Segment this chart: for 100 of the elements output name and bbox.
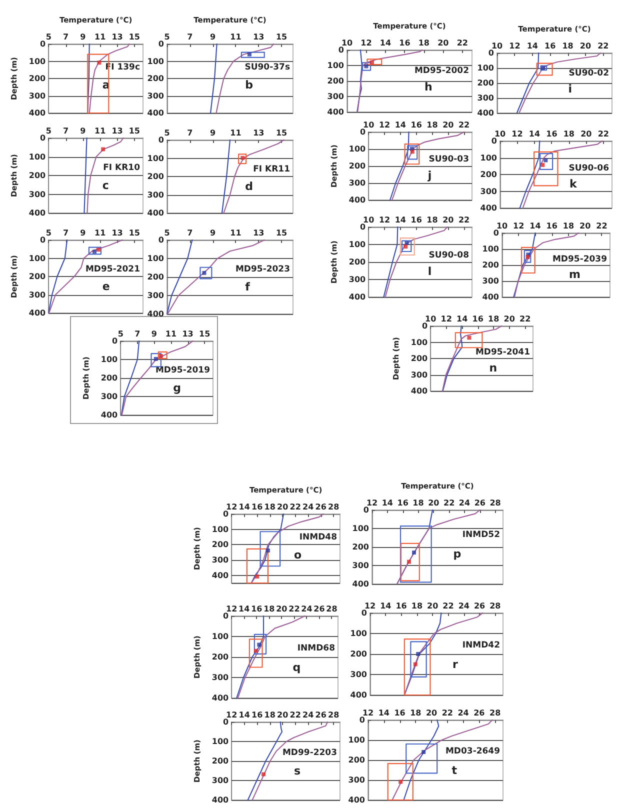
x-tick-label: 22 [290,710,301,720]
x-tick-label: 5 [46,228,52,238]
y-tick-label: 200 [410,354,428,363]
x-tick-label: 11 [230,32,242,42]
y-tick-label: 300 [28,91,46,100]
x-tick-label: 22 [456,38,468,48]
x-tick-label: 26 [474,602,486,610]
y-tick-label: 0 [422,322,428,330]
x-tick-label: 18 [411,602,423,610]
x-tick-label: 12 [226,604,238,614]
x-tick-label: 10 [491,42,503,50]
y-tick-label: 400 [212,694,230,702]
annotation: MD03-2649 [445,746,500,757]
annotation: f [245,280,250,294]
y-tick-label: 300 [477,94,494,102]
x-tick-label: 10 [425,314,437,324]
x-tick-label: 15 [128,32,140,42]
x-tick-label: 22 [288,604,300,614]
x-tick-label: 10 [363,120,375,130]
y-tick-label: 400 [410,386,428,396]
annotation: MD95-2002 [414,66,470,76]
y-tick-label: 200 [28,272,46,281]
x-tick-label: 16 [410,216,422,224]
y-tick-label: 0 [491,136,498,146]
annotation: m [568,268,580,281]
annotation: SU90-08 [428,250,470,260]
x-tick-label: 10 [341,38,353,48]
x-tick-label: 15 [128,228,140,238]
y-tick-label: 0 [360,128,366,136]
y-tick-label: 0 [359,716,366,724]
x-tick-label: 5 [164,228,170,238]
x-tick-label: 15 [276,128,288,138]
annotation: b [245,78,254,92]
y-tick-label: 100 [28,152,46,162]
x-tick-label: 13 [112,228,123,238]
x-tick-label: 11 [230,228,242,238]
y-tick-label: 300 [212,556,230,564]
x-tick-label: 28 [490,498,502,508]
y-tick-label: 200 [482,260,500,270]
y-tick-label: 200 [352,542,370,552]
y-tick-label: 0 [40,236,46,244]
x-tick-label: 5 [46,126,52,136]
annotation: SU90-37s [244,62,290,72]
x-tick-label: 20 [442,120,454,130]
x-tick-label: 12 [378,120,390,130]
x-tick-label: 20 [438,38,450,48]
annotation: INMD42 [462,640,500,650]
x-tick-label: 16 [472,314,484,324]
annotation: MD95-2041 [475,348,530,358]
x-tick-label: 20 [426,708,438,718]
x-tick-label: 14 [378,708,390,718]
annotation: i [568,82,572,96]
x-tick-label: 7 [62,32,69,42]
annotation: MD95-2039 [552,254,608,264]
x-tick-label: 12 [362,708,374,718]
y-tick-label: 400 [348,292,366,302]
y-tick-label: 200 [477,78,494,88]
y-tick-label: 200 [28,74,46,83]
annotation: SU90-06 [568,163,610,174]
annotation: s [294,764,302,778]
x-tick-label: 13 [112,126,123,136]
y-tick-label: 100 [350,629,368,638]
y-tick-label: 200 [100,374,118,382]
y-tick-label: 300 [482,276,500,286]
y-tick-label: 300 [100,392,118,401]
x-tick-label: 14 [528,130,540,138]
y-tick-label: 400 [28,308,46,318]
x-tick-label: 14 [456,314,468,324]
y-tick-label: 200 [348,258,366,266]
y-tick-label: 100 [352,524,370,533]
x-tick-label: 11 [230,128,242,138]
y-tick-label: 400 [352,580,370,588]
y-tick-label: 100 [348,240,366,249]
y-tick-label: 100 [212,632,230,641]
x-tick-label: 22 [290,502,301,512]
y-tick-label: 200 [212,652,230,662]
x-tick-label: 13 [182,330,194,338]
y-tick-label: 100 [147,56,164,66]
y-tick-label: 400 [350,690,368,700]
y-tick-label: 0 [223,612,230,620]
y-tick-label: 100 [348,144,366,154]
x-tick-label: 13 [253,128,264,138]
y-tick-label: 400 [348,796,366,804]
x-tick-label: 14 [530,222,542,230]
y-tick-label: 0 [493,228,500,238]
x-tick-label: 9 [210,32,216,42]
x-tick-label: 24 [458,602,470,610]
x-tick-label: 16 [546,222,558,230]
x-tick-label: 7 [187,228,193,238]
y-tick-label: 200 [348,756,366,764]
x-tick-label: 18 [412,498,424,508]
y-tick-label: 400 [212,570,230,580]
annotation: MD95-2023 [235,264,290,275]
x-tick-label: 14 [394,120,406,130]
y-tick-label: 400 [348,196,366,204]
x-tick-label: 12 [364,602,376,610]
annotation: g [173,381,181,394]
y-tick-label: 100 [477,64,494,72]
x-tick-label: 10 [494,130,506,138]
x-tick-label: 24 [301,604,313,614]
